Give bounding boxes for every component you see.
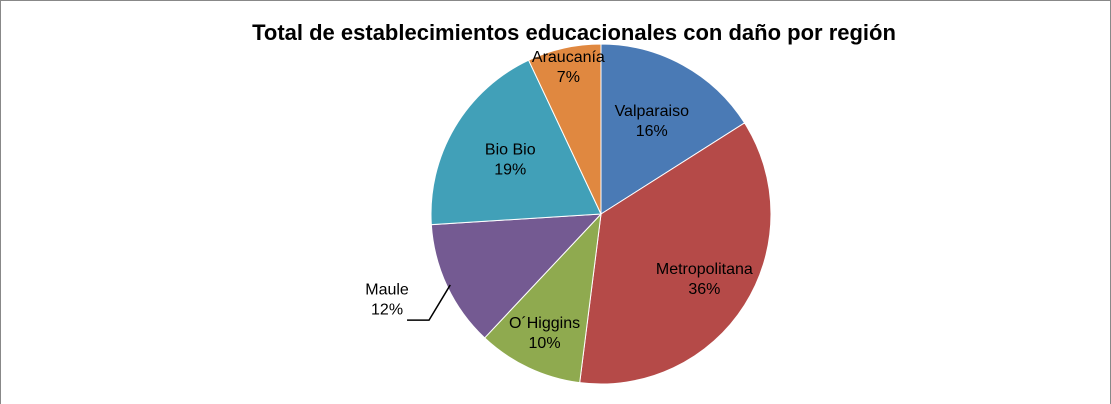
slice-label: Metropolitana [656, 261, 753, 278]
slice-value-label: 16% [636, 123, 668, 140]
slice-label: Maule [365, 281, 409, 298]
pie-slice [483, 212, 602, 384]
pie-slice [430, 213, 603, 339]
slice-label: Araucanía [532, 49, 605, 66]
slice-label: O´Higgins [509, 315, 580, 332]
slice-value-label: 19% [494, 162, 526, 179]
slice-label: Valparaiso [615, 103, 690, 120]
pie-slice [527, 43, 602, 215]
pie-slice [430, 59, 602, 226]
chart-title: Total de establecimientos educacionales … [252, 20, 896, 45]
slice-label: Bio Bio [485, 142, 536, 159]
pie [430, 43, 772, 385]
slice-value-label: 36% [688, 281, 720, 298]
slice-value-label: 10% [529, 335, 561, 352]
pie-slice [600, 43, 746, 215]
leader-line [407, 284, 451, 321]
pie-slice [579, 122, 772, 385]
slice-value-label: 12% [371, 301, 403, 318]
slice-value-label: 7% [557, 69, 580, 86]
